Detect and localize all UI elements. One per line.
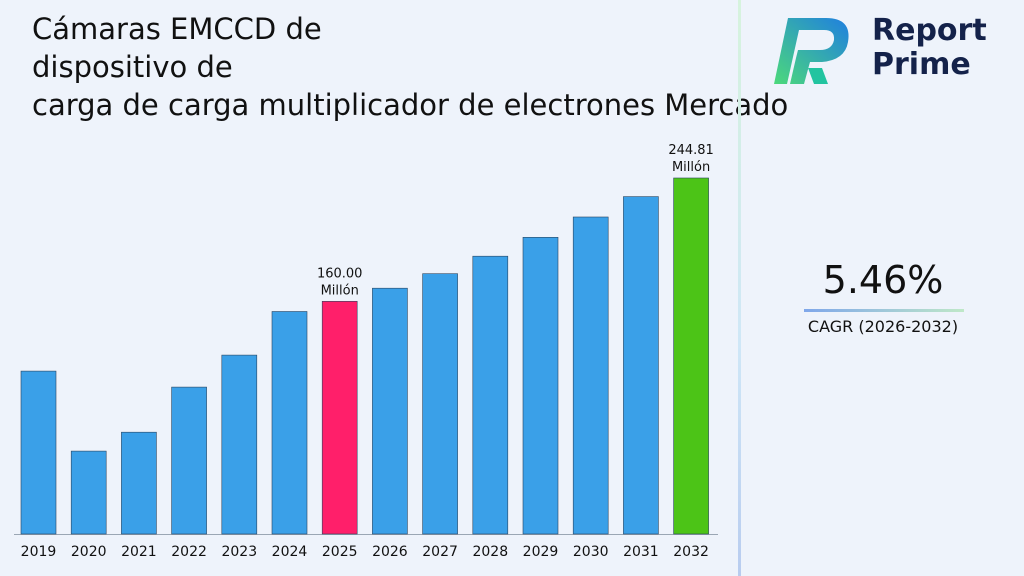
- bar-2028: [472, 255, 509, 535]
- bar-2019: [20, 370, 57, 535]
- data-label-value-2032: 244.81: [668, 143, 714, 158]
- bar-2026: [372, 287, 408, 535]
- x-tick-2022: 2022: [171, 544, 207, 560]
- chart-title: Cámaras EMCCD de dispositivo de carga de…: [32, 10, 912, 124]
- bar-2022: [171, 386, 207, 535]
- cagr-label: CAGR (2026-2032): [807, 317, 959, 336]
- brand-name: Report Prime: [872, 14, 987, 82]
- x-tick-2020: 2020: [71, 544, 107, 560]
- x-tick-2032: 2032: [673, 544, 709, 560]
- bar-2023: [221, 354, 258, 535]
- bar-2027: [422, 273, 458, 535]
- chart-title-line-1: Cámaras EMCCD de: [32, 12, 322, 46]
- x-tick-2019: 2019: [21, 544, 57, 560]
- bar-2020: [70, 450, 107, 535]
- brand-line-1: Report: [872, 13, 987, 48]
- data-label-value-2025: 160.00: [317, 266, 363, 281]
- x-tick-2027: 2027: [422, 544, 458, 560]
- bar-2030: [572, 216, 609, 535]
- cagr-value: 5.46%: [822, 258, 944, 302]
- x-tick-2029: 2029: [523, 544, 559, 560]
- bar-2021: [121, 431, 157, 535]
- x-tick-2021: 2021: [121, 544, 157, 560]
- bar-2029: [522, 237, 559, 535]
- cagr-underline: [804, 309, 964, 312]
- x-tick-2028: 2028: [472, 544, 508, 560]
- chart-title-line-3: carga de carga multiplicador de electron…: [32, 88, 789, 122]
- x-tick-2031: 2031: [623, 544, 659, 560]
- bar-2032: [673, 177, 709, 535]
- report-prime-logo: Report Prime: [768, 14, 1008, 90]
- x-tick-2030: 2030: [573, 544, 609, 560]
- brand-line-2: Prime: [872, 47, 971, 82]
- bar-chart: 2019 2020 2021 2022 2023 2024 2025 2026 2027 2028…: [14, 143, 718, 560]
- data-label-unit-2032: Millón: [672, 160, 710, 175]
- chart-title-line-2: dispositivo de: [32, 50, 233, 84]
- bar-2031: [623, 196, 659, 535]
- x-tick-2026: 2026: [372, 544, 408, 560]
- bar-2025: [321, 300, 358, 535]
- x-tick-2024: 2024: [272, 544, 308, 560]
- data-label-unit-2025: Millón: [321, 283, 359, 298]
- x-tick-2025: 2025: [322, 544, 358, 560]
- report-prime-logo-icon: [774, 18, 849, 84]
- panel-divider: [738, 0, 741, 576]
- bar-2024: [271, 311, 308, 535]
- x-tick-2023: 2023: [221, 544, 257, 560]
